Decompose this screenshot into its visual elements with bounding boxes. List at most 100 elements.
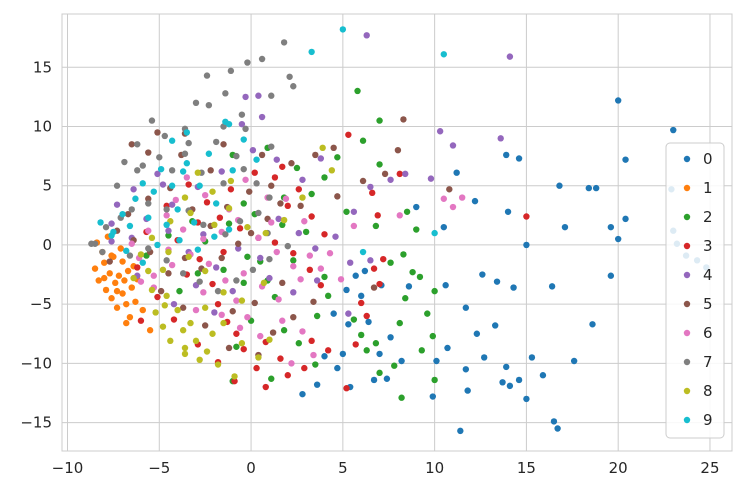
data-point-8 — [174, 306, 181, 314]
data-point-0 — [493, 278, 501, 285]
data-point-9 — [225, 120, 233, 128]
data-point-6 — [337, 276, 345, 283]
data-point-6 — [299, 328, 306, 335]
x-tick-label: 15 — [517, 459, 536, 477]
data-point-2 — [280, 327, 288, 334]
legend-label-3: 3 — [703, 237, 713, 255]
data-point-1 — [95, 277, 102, 284]
data-point-0 — [352, 272, 359, 279]
data-point-7 — [214, 287, 222, 295]
data-point-0 — [453, 169, 460, 176]
data-point-9 — [150, 188, 157, 195]
data-point-9 — [174, 206, 181, 213]
data-point-4 — [108, 220, 115, 227]
data-point-0 — [570, 357, 578, 365]
data-point-4 — [506, 53, 514, 60]
data-point-2 — [293, 164, 301, 172]
data-point-3 — [251, 169, 258, 176]
data-point-1 — [139, 306, 146, 314]
data-point-7 — [181, 150, 189, 157]
data-point-2 — [240, 279, 247, 287]
data-point-3 — [231, 377, 238, 385]
data-point-6 — [128, 240, 135, 247]
data-point-5 — [334, 193, 341, 200]
data-point-8 — [187, 319, 194, 327]
data-point-9 — [168, 137, 176, 144]
data-point-7 — [222, 231, 229, 238]
data-point-9 — [196, 182, 203, 189]
data-point-2 — [359, 137, 367, 144]
data-point-2 — [376, 161, 383, 168]
data-point-2 — [429, 332, 436, 340]
x-tick-label: 25 — [700, 459, 719, 477]
data-point-5 — [251, 299, 258, 307]
data-point-5 — [128, 141, 135, 148]
data-point-0 — [614, 235, 622, 243]
data-point-7 — [161, 132, 168, 140]
data-point-9 — [183, 160, 191, 167]
data-point-0 — [523, 395, 530, 403]
data-point-6 — [218, 311, 225, 319]
data-point-8 — [196, 356, 203, 364]
data-point-5 — [400, 116, 407, 123]
data-point-8 — [266, 336, 273, 343]
data-point-2 — [324, 292, 332, 300]
data-point-7 — [220, 180, 227, 187]
data-point-8 — [225, 205, 233, 212]
data-point-9 — [440, 51, 448, 58]
data-point-3 — [301, 364, 308, 372]
data-point-0 — [503, 151, 510, 159]
data-point-6 — [288, 360, 295, 367]
data-point-0 — [622, 215, 629, 223]
data-point-1 — [108, 295, 115, 302]
data-point-3 — [196, 255, 203, 263]
data-point-3 — [363, 312, 370, 320]
data-point-2 — [403, 208, 411, 215]
data-point-0 — [585, 184, 593, 192]
data-point-5 — [145, 195, 152, 202]
data-point-7 — [286, 73, 293, 80]
data-point-2 — [295, 340, 302, 347]
data-point-0 — [464, 387, 471, 394]
data-point-2 — [402, 295, 409, 302]
data-point-7 — [179, 270, 187, 277]
data-point-8 — [220, 319, 227, 327]
legend-marker-3 — [683, 242, 691, 250]
data-point-5 — [310, 298, 317, 305]
data-point-7 — [145, 245, 152, 252]
data-point-7 — [280, 39, 288, 46]
data-point-5 — [258, 151, 266, 159]
legend-marker-1 — [683, 184, 691, 192]
data-point-7 — [99, 248, 106, 256]
data-point-4 — [212, 264, 220, 271]
data-point-7 — [240, 165, 247, 173]
data-point-7 — [126, 252, 134, 259]
data-point-2 — [387, 259, 394, 266]
data-point-3 — [253, 364, 260, 372]
data-point-0 — [622, 156, 629, 163]
data-point-4 — [168, 201, 176, 208]
data-point-8 — [163, 292, 170, 300]
data-point-8 — [203, 348, 211, 355]
legend-label-4: 4 — [703, 266, 713, 284]
data-point-2 — [400, 251, 407, 258]
data-point-6 — [257, 332, 264, 340]
y-tick-label: −15 — [20, 414, 52, 432]
data-point-0 — [503, 363, 510, 371]
data-point-3 — [227, 186, 235, 193]
y-tick-label: 10 — [33, 118, 52, 136]
data-point-3 — [306, 266, 314, 274]
data-point-8 — [244, 223, 251, 231]
data-point-8 — [209, 330, 216, 337]
data-point-8 — [161, 302, 168, 309]
data-point-7 — [185, 139, 192, 147]
data-point-0 — [358, 292, 365, 300]
data-point-6 — [244, 313, 251, 321]
data-point-0 — [433, 357, 440, 365]
data-point-4 — [229, 287, 236, 295]
data-point-0 — [592, 184, 600, 192]
data-point-8 — [260, 279, 268, 287]
data-point-4 — [332, 233, 339, 240]
data-point-0 — [471, 197, 479, 205]
